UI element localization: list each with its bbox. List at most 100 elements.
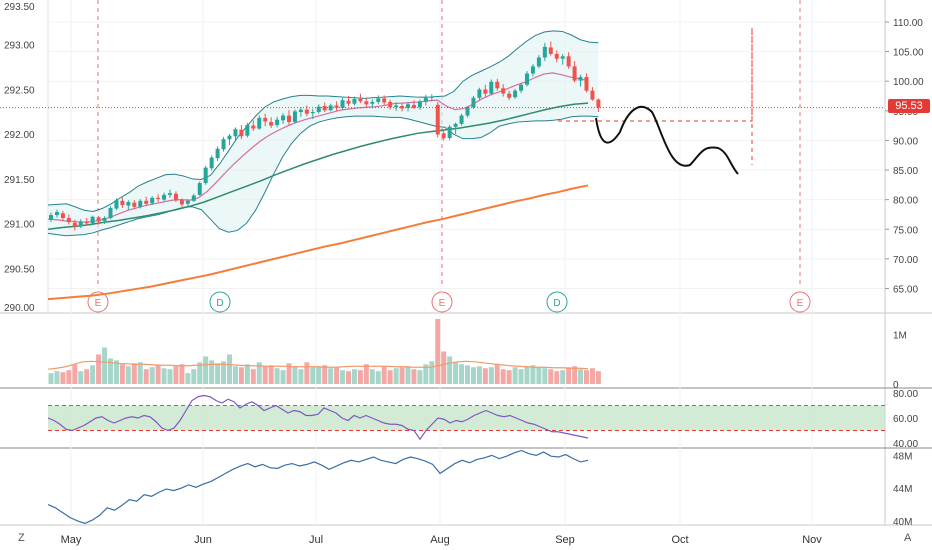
volume-bar	[470, 367, 476, 384]
volume-bar	[488, 367, 494, 384]
left-axis-tick-label: 292.50	[4, 85, 35, 96]
event-marker-label: D	[553, 298, 560, 309]
volume-bar	[340, 370, 346, 384]
x-tick-label: May	[61, 534, 82, 546]
x-tick-label: Nov	[802, 534, 822, 546]
candle-body	[334, 105, 339, 108]
candle-body	[96, 217, 101, 222]
candle-body	[584, 77, 589, 91]
candle-body	[197, 183, 202, 195]
drawn-forecast-curve	[595, 105, 739, 175]
event-marker-label: D	[216, 298, 223, 309]
volume-bar	[108, 358, 113, 384]
obv-axis-label: 48M	[893, 451, 912, 462]
volume-bar	[84, 369, 90, 384]
candle-body	[596, 99, 601, 108]
volume-bar	[215, 363, 221, 384]
candle-body	[394, 105, 399, 108]
left-axis-tick-label: 291.50	[4, 175, 35, 186]
x-tick-label: Jul	[309, 534, 323, 546]
volume-bar	[411, 369, 417, 384]
x-tick-label: Aug	[430, 534, 450, 546]
candle-body	[417, 101, 422, 108]
candle-body	[120, 200, 125, 205]
volume-bar	[167, 369, 173, 384]
last-price-tag: 95.53	[888, 99, 930, 113]
volume-bar	[494, 364, 500, 384]
volume-bar	[346, 371, 351, 384]
candle-body	[126, 202, 131, 206]
volume-bar	[66, 370, 72, 384]
candle-body	[358, 98, 363, 102]
candle-body	[66, 218, 71, 223]
volume-bar	[161, 368, 167, 384]
volume-bar	[589, 368, 595, 384]
event-marker-label: E	[797, 298, 804, 309]
candle-body	[263, 117, 268, 122]
candle-body	[269, 122, 274, 126]
bollinger-lower-line	[47, 115, 599, 237]
right-axis-tick-label: 100.00	[893, 77, 924, 88]
candle-body	[60, 213, 65, 219]
volume-bar	[232, 366, 238, 384]
volume-bar	[227, 354, 232, 384]
volume-bar	[482, 368, 488, 384]
volume-bar	[375, 371, 381, 384]
right-axis-tick-label: 65.00	[893, 284, 918, 295]
volume-bar	[476, 366, 482, 384]
volume-bar	[393, 368, 399, 384]
x-tick-label: Oct	[671, 534, 688, 546]
volume-bar	[560, 370, 566, 384]
left-axis-tick-label: 291.00	[4, 220, 35, 231]
candle-body	[150, 197, 155, 204]
right-axis-tick-label: 90.00	[893, 136, 918, 147]
volume-ma-line	[47, 360, 589, 370]
left-axis-tick-label: 293.50	[4, 2, 35, 13]
x-tick-label: Jun	[194, 534, 212, 546]
volume-bar	[453, 362, 459, 384]
volume-bar	[595, 371, 601, 384]
volume-bar	[578, 369, 584, 384]
candle-body	[465, 107, 470, 116]
candle-body	[429, 96, 434, 98]
volume-bar	[256, 362, 262, 384]
right-axis-tick-label: 70.00	[893, 255, 918, 266]
volume-bar	[250, 369, 256, 384]
bollinger-band-fill	[48, 30, 599, 236]
event-marker	[209, 291, 231, 313]
bottom-right-corner-label[interactable]: A	[904, 532, 912, 544]
volume-bar	[566, 367, 572, 384]
candle-body	[132, 202, 137, 207]
volume-bar	[334, 367, 340, 384]
candle-body	[90, 216, 95, 224]
volume-bar	[530, 365, 536, 384]
candle-body	[370, 101, 375, 104]
candle-body	[49, 215, 53, 220]
candle-body	[245, 125, 250, 136]
volume-bar	[119, 364, 125, 384]
volume-bar	[274, 368, 280, 384]
volume-bar	[405, 366, 411, 384]
volume-bar	[191, 369, 197, 384]
candle-body	[560, 56, 565, 59]
candle-body	[519, 84, 524, 91]
volume-bar	[536, 367, 542, 384]
bottom-left-corner-label[interactable]: Z	[18, 532, 25, 544]
volume-bar	[244, 364, 250, 384]
volume-bar	[280, 370, 286, 384]
volume-bar	[203, 356, 209, 384]
candle-body	[138, 200, 143, 207]
candle-body	[513, 90, 518, 98]
ma-50-line	[47, 102, 589, 231]
candle-body	[364, 101, 369, 105]
candle-body	[483, 89, 488, 94]
candle-body	[281, 115, 286, 121]
x-tick-label: Sep	[555, 534, 575, 546]
candle-body	[340, 100, 345, 108]
right-axis-tick-label: 105.00	[893, 48, 924, 59]
volume-bar	[500, 369, 506, 384]
ma-20-line	[47, 72, 589, 223]
volume-bar	[459, 364, 465, 384]
